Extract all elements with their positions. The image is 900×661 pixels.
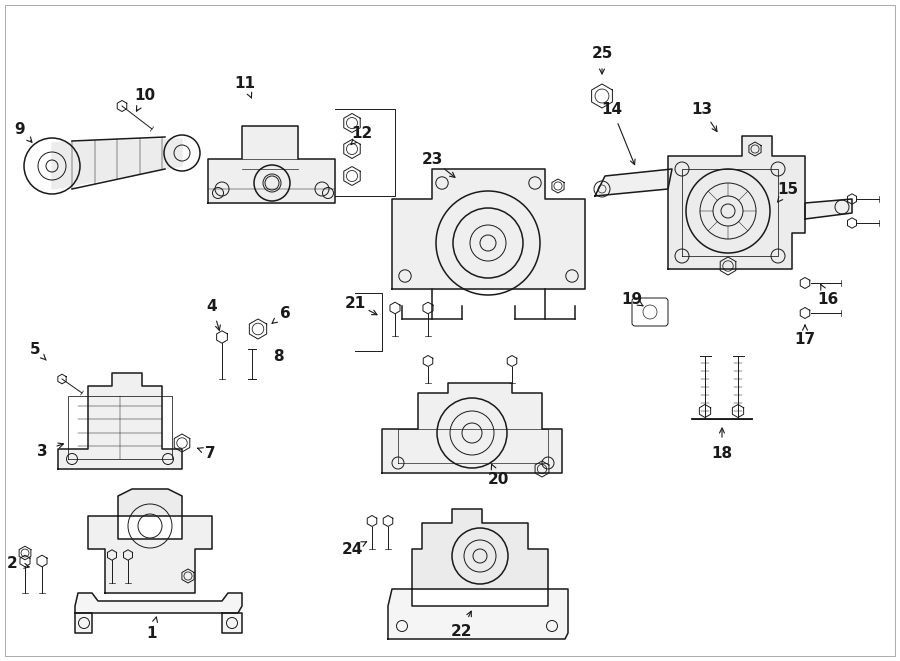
Text: 12: 12 [351,126,373,141]
Polygon shape [58,373,182,469]
Text: 25: 25 [591,46,613,61]
Text: 7: 7 [204,446,215,461]
Text: 14: 14 [601,102,623,116]
Polygon shape [75,613,92,633]
Polygon shape [595,169,672,196]
Text: 2: 2 [6,555,17,570]
Polygon shape [52,139,182,189]
Polygon shape [388,589,568,639]
Polygon shape [668,136,805,269]
Polygon shape [208,126,335,203]
Polygon shape [392,169,585,289]
Text: 20: 20 [487,471,508,486]
Polygon shape [805,199,852,219]
Polygon shape [382,383,562,473]
Text: 21: 21 [345,295,365,311]
Text: 19: 19 [621,292,643,307]
Text: 24: 24 [341,541,363,557]
Text: 16: 16 [817,292,839,307]
Text: 22: 22 [451,623,472,639]
Text: 23: 23 [421,151,443,167]
Polygon shape [118,489,182,516]
Text: 9: 9 [14,122,25,137]
Text: 3: 3 [37,444,48,459]
Text: 10: 10 [134,89,156,104]
Polygon shape [222,613,242,633]
Text: 6: 6 [280,305,291,321]
Polygon shape [412,509,548,589]
Text: 15: 15 [778,182,798,196]
Text: 13: 13 [691,102,713,116]
Text: 5: 5 [30,342,40,356]
Text: 4: 4 [207,299,217,313]
Text: 18: 18 [711,446,733,461]
Text: 11: 11 [235,75,256,91]
Text: 1: 1 [147,625,158,641]
Text: 8: 8 [273,348,284,364]
Text: 17: 17 [795,332,815,346]
Polygon shape [75,593,242,613]
Polygon shape [88,516,212,593]
